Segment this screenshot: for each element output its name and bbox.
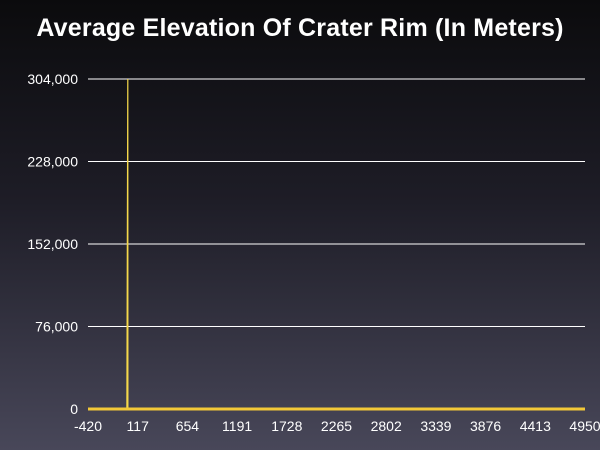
x-tick-label: -420 (74, 418, 102, 434)
x-tick-label: 4950 (569, 418, 600, 434)
grid-lines (88, 78, 585, 327)
y-tick-label: 0 (70, 401, 78, 417)
x-tick-label: 117 (127, 418, 150, 434)
x-tick-label: 3339 (420, 418, 451, 434)
x-tick-label: 654 (176, 418, 200, 434)
x-tick-label: 2802 (371, 418, 402, 434)
x-tick-label: 2265 (321, 418, 352, 434)
x-tick-label: 1191 (222, 418, 252, 434)
x-tick-label: 3876 (470, 418, 501, 434)
y-tick-label: 304,000 (27, 71, 78, 87)
x-tick-labels: -420 117 654 1191 1728 2265 2802 3339 3876 4413 49… (74, 418, 600, 434)
x-tick-label: 4413 (520, 418, 551, 434)
chart-title: Average Elevation Of Crater Rim (In Mete… (36, 14, 564, 42)
series-layer (88, 78, 585, 411)
x-tick-label: 1728 (271, 418, 302, 434)
y-tick-label: 152,000 (27, 236, 78, 252)
y-tick-labels: 0 76,000 152,000 228,000 304,000 (27, 71, 78, 417)
y-tick-label: 76,000 (35, 319, 78, 335)
y-tick-label: 228,000 (27, 154, 78, 170)
